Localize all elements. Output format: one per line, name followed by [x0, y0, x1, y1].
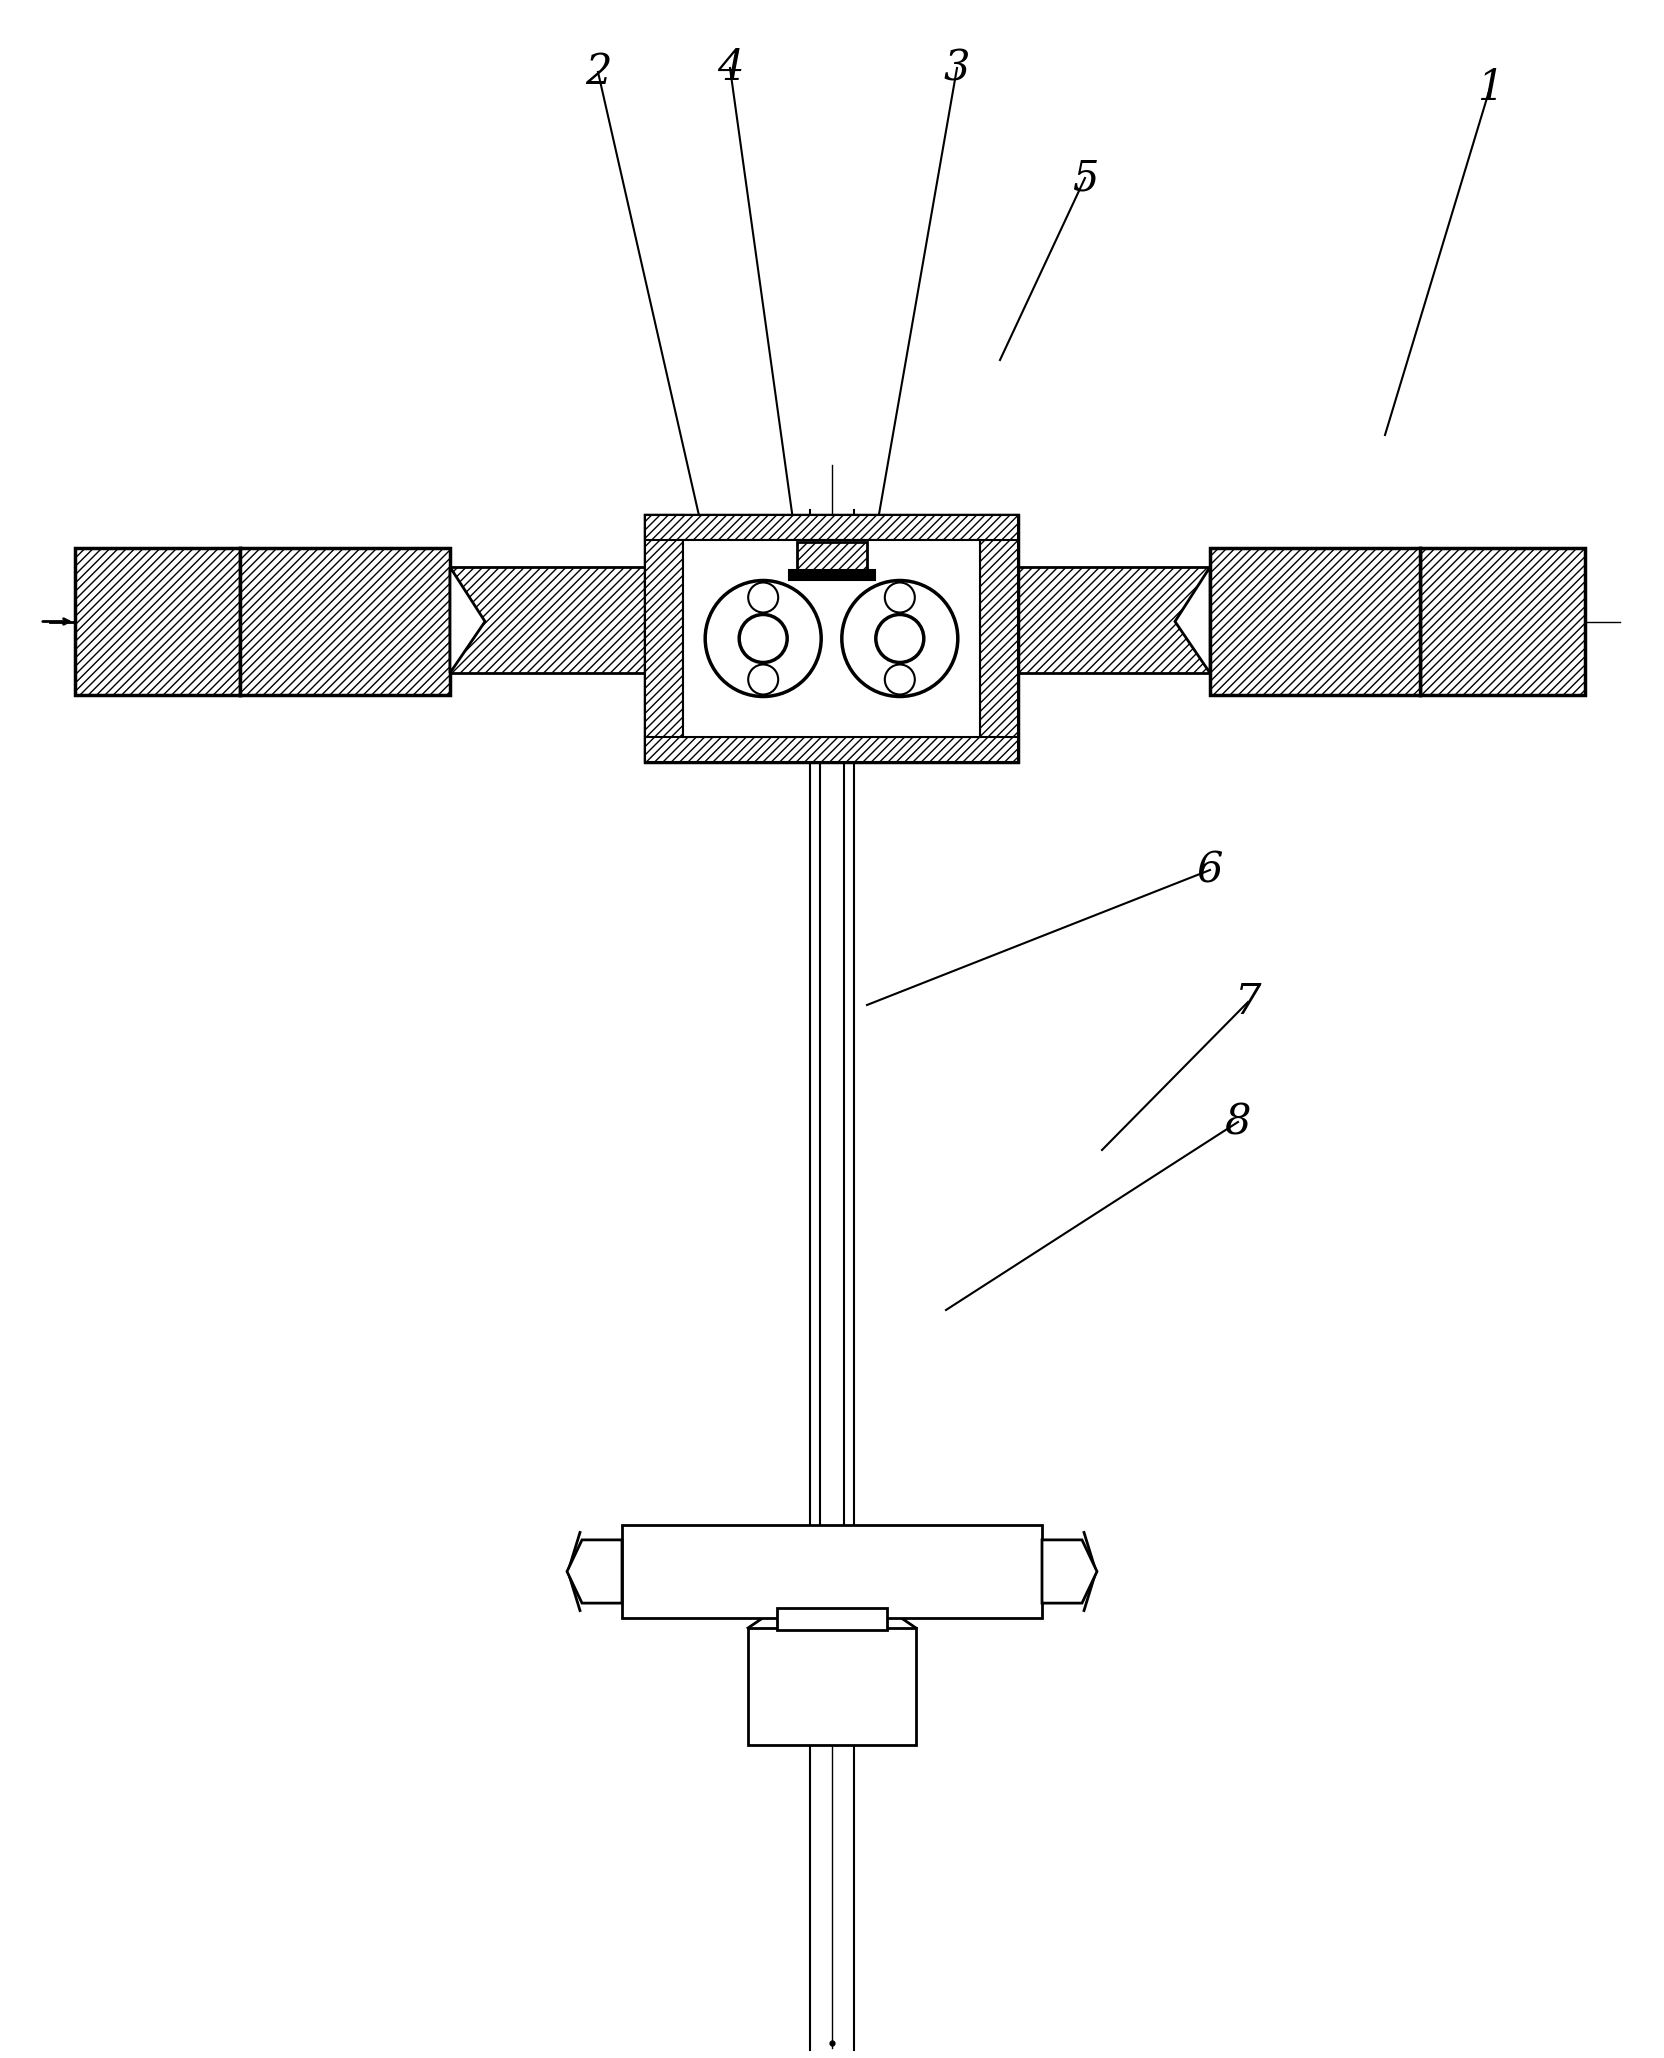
Polygon shape — [644, 737, 1017, 761]
Circle shape — [884, 665, 914, 694]
Polygon shape — [644, 514, 682, 761]
Text: 4: 4 — [716, 47, 742, 88]
Polygon shape — [240, 547, 449, 696]
Polygon shape — [1210, 547, 1419, 696]
Polygon shape — [747, 1628, 915, 1745]
Circle shape — [706, 580, 820, 696]
Circle shape — [747, 582, 777, 613]
Text: 3: 3 — [943, 47, 970, 88]
Circle shape — [747, 665, 777, 694]
Polygon shape — [1042, 1539, 1097, 1603]
Polygon shape — [75, 547, 240, 696]
Polygon shape — [777, 1607, 885, 1630]
Circle shape — [739, 615, 787, 663]
Polygon shape — [1419, 547, 1584, 696]
Polygon shape — [567, 1539, 622, 1603]
Polygon shape — [980, 514, 1017, 761]
Polygon shape — [1175, 568, 1210, 673]
Text: 6: 6 — [1196, 850, 1223, 891]
Circle shape — [875, 615, 924, 663]
Polygon shape — [682, 539, 980, 737]
Polygon shape — [797, 541, 867, 570]
Polygon shape — [644, 514, 1017, 539]
Polygon shape — [819, 761, 844, 1546]
Text: 7: 7 — [1235, 982, 1261, 1023]
Polygon shape — [622, 1525, 1042, 1618]
Text: 8: 8 — [1225, 1101, 1251, 1142]
Polygon shape — [789, 570, 875, 580]
Text: 2: 2 — [584, 51, 611, 93]
Text: 5: 5 — [1072, 156, 1098, 200]
Polygon shape — [1017, 568, 1210, 673]
Polygon shape — [449, 568, 484, 673]
Circle shape — [884, 582, 914, 613]
Polygon shape — [449, 568, 644, 673]
Polygon shape — [644, 514, 1017, 761]
Text: 1: 1 — [1476, 68, 1503, 109]
Circle shape — [842, 580, 957, 696]
